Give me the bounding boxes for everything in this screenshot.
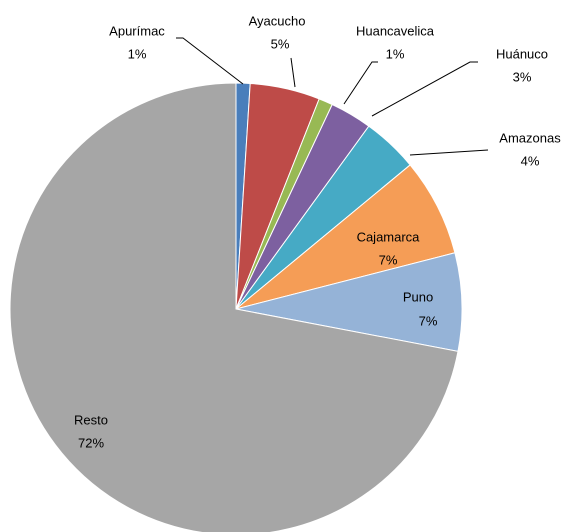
slice-value-label: 3% (513, 69, 532, 84)
slice-label: Cajamarca (357, 229, 421, 244)
slice-value-label: 4% (521, 153, 540, 168)
leader-line (371, 61, 478, 117)
slice-label: Apurímac (109, 23, 165, 38)
slice-label: Huánuco (496, 46, 548, 61)
slice-value-label: 1% (128, 46, 147, 61)
slice-value-label: 5% (271, 36, 290, 51)
slice-label: Amazonas (499, 130, 561, 145)
leader-line (409, 149, 489, 156)
slice-value-label: 1% (386, 46, 405, 61)
slice-label: Puno (403, 289, 433, 304)
leader-line (343, 61, 378, 105)
slice-label: Huancavelica (356, 23, 435, 38)
leader-line (176, 37, 244, 85)
pie-slice (9, 82, 459, 532)
slice-value-label: 7% (419, 313, 438, 328)
slice-label: Resto (74, 412, 108, 427)
leader-line (290, 57, 296, 88)
slice-label: Ayacucho (249, 13, 306, 28)
slice-value-label: 72% (78, 435, 104, 450)
slice-value-label: 7% (379, 252, 398, 267)
